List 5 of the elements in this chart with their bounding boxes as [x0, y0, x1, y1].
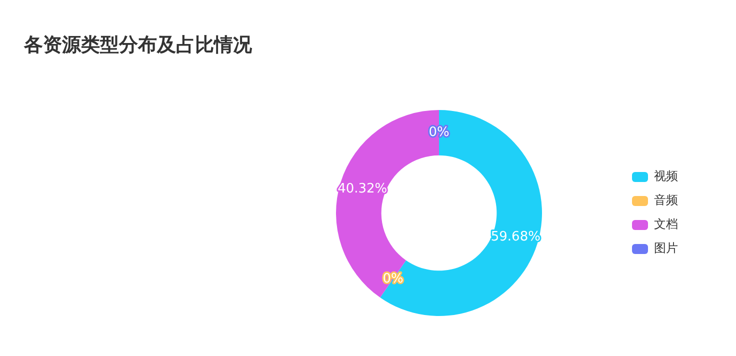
legend-label: 图片: [654, 241, 678, 256]
text: 各资源类型分布及占比情况: [24, 33, 252, 58]
legend-label: 视频: [654, 169, 678, 184]
legend-label: 文档: [654, 217, 678, 232]
legend-label: 音频: [654, 193, 678, 208]
